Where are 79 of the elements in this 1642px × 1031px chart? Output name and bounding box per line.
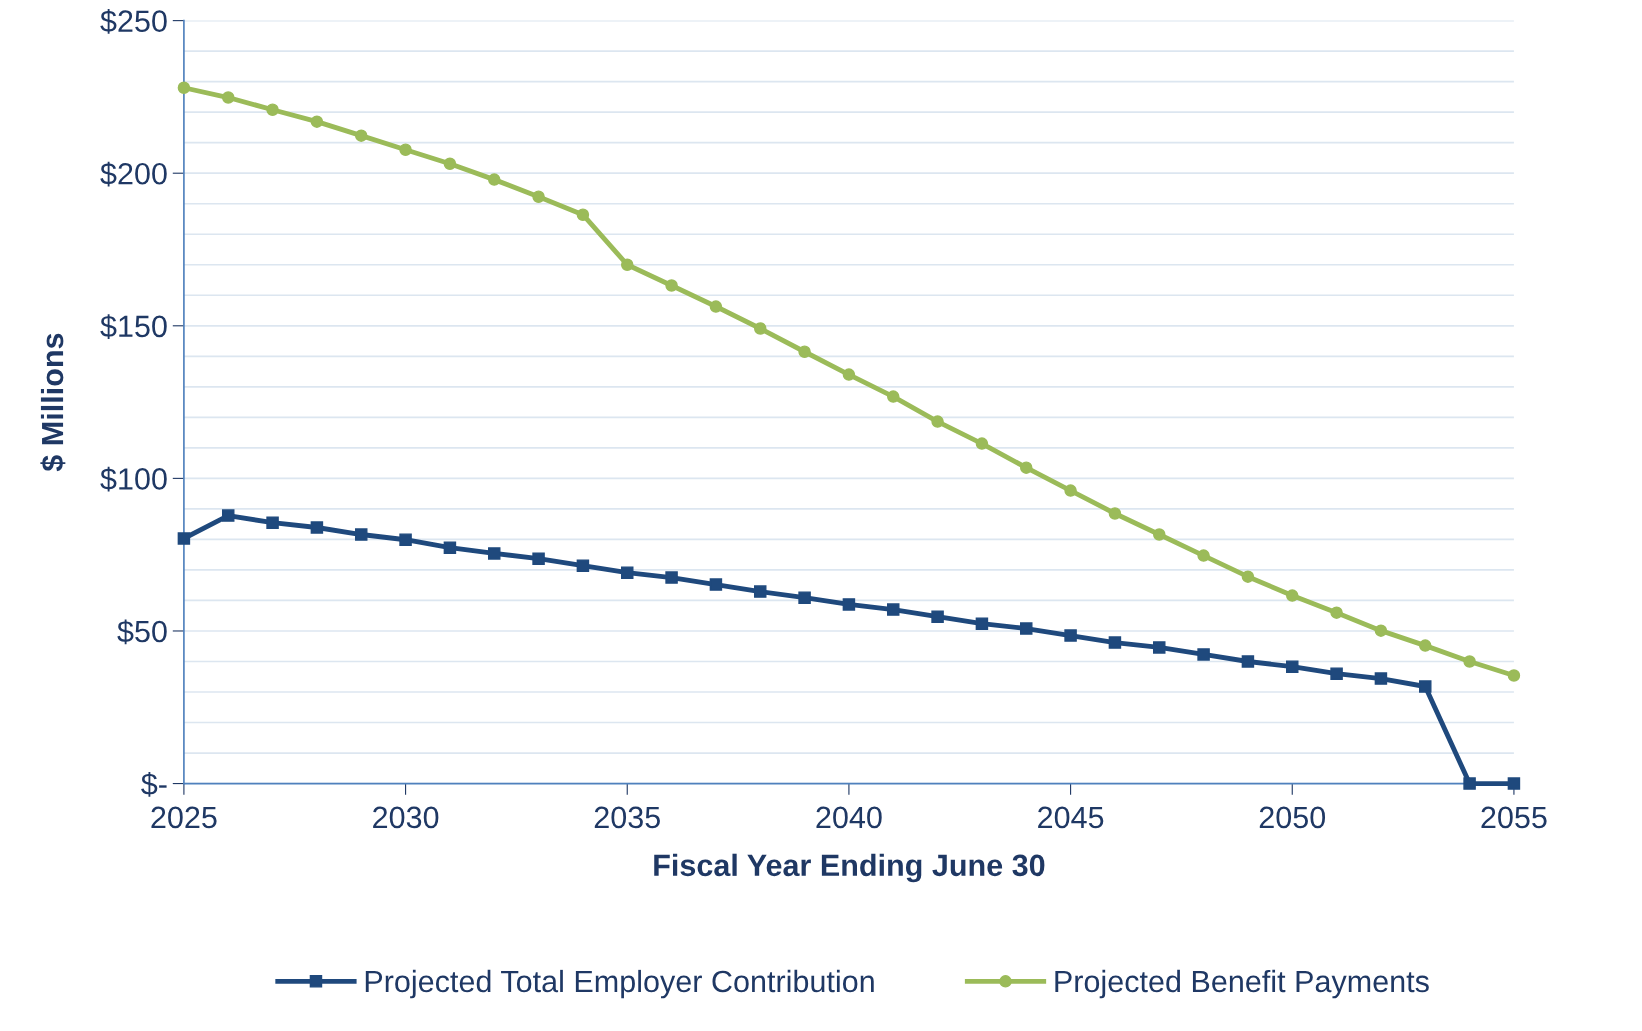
point (1330, 606, 1343, 619)
point (709, 578, 723, 591)
point (487, 173, 501, 186)
legend-label: Projected Benefit Payments (1055, 969, 1429, 999)
x-tick-label: 2045 (1038, 806, 1104, 829)
y-tick-label: $100 (100, 466, 167, 492)
x-tick-label: 2040 (816, 806, 882, 829)
point (1064, 484, 1077, 497)
point (1374, 672, 1388, 685)
point (266, 516, 279, 529)
point (1507, 777, 1521, 790)
point (1286, 589, 1299, 602)
point (1197, 648, 1210, 661)
y-tick-label: $50 (117, 619, 167, 645)
x-axis-title: Fiscal Year Ending June 30 (654, 853, 1045, 883)
point (310, 521, 324, 534)
point (975, 617, 989, 630)
x-tick-label: 2030 (373, 806, 439, 829)
y-tick-label: $- (141, 772, 167, 797)
point (842, 598, 856, 611)
point (798, 345, 811, 358)
point (576, 208, 590, 221)
x-tick-label: 2025 (151, 806, 217, 829)
point (1463, 777, 1476, 790)
point (1153, 528, 1166, 541)
point (354, 528, 368, 541)
point (532, 190, 545, 203)
point (532, 552, 545, 565)
point (975, 437, 989, 450)
x-tick-label: 2035 (594, 806, 660, 829)
point (1064, 629, 1077, 642)
point (1463, 655, 1476, 668)
point (665, 571, 678, 584)
legend-label: Projected Total Employer Contribution (365, 969, 874, 999)
point (842, 368, 856, 381)
point (620, 566, 634, 579)
point (709, 300, 723, 313)
point (665, 279, 678, 292)
point (1330, 667, 1343, 680)
point (1241, 570, 1255, 583)
point (1241, 655, 1255, 668)
point (310, 115, 324, 128)
point (1108, 636, 1122, 649)
y-tick-label: $200 (100, 161, 167, 187)
point (753, 322, 767, 335)
point (886, 603, 900, 616)
point (443, 541, 457, 554)
point (177, 81, 191, 95)
point (1019, 622, 1033, 635)
point (1418, 639, 1432, 652)
point (1507, 669, 1521, 682)
point (1019, 461, 1033, 474)
point (886, 390, 900, 403)
x-tick-label: 2055 (1481, 806, 1547, 829)
point (753, 585, 767, 598)
point (177, 532, 191, 545)
point (576, 559, 590, 572)
y-tick-label: $150 (100, 314, 167, 339)
point (221, 509, 235, 522)
y-tick-label: $250 (100, 9, 167, 34)
point (221, 91, 235, 104)
point (443, 157, 457, 170)
point (1108, 507, 1122, 520)
point (1197, 549, 1210, 562)
y-axis-title: $ Millions (40, 333, 66, 472)
point (487, 547, 501, 560)
point (266, 103, 279, 116)
point (399, 533, 412, 546)
point (1286, 660, 1299, 673)
point (1153, 641, 1166, 654)
point (399, 143, 412, 156)
point (1418, 680, 1432, 693)
point (798, 591, 811, 604)
point (354, 129, 368, 142)
point (931, 610, 944, 623)
point (1374, 624, 1388, 637)
point (620, 258, 634, 272)
point (931, 415, 944, 428)
x-tick-label: 2050 (1259, 806, 1326, 829)
